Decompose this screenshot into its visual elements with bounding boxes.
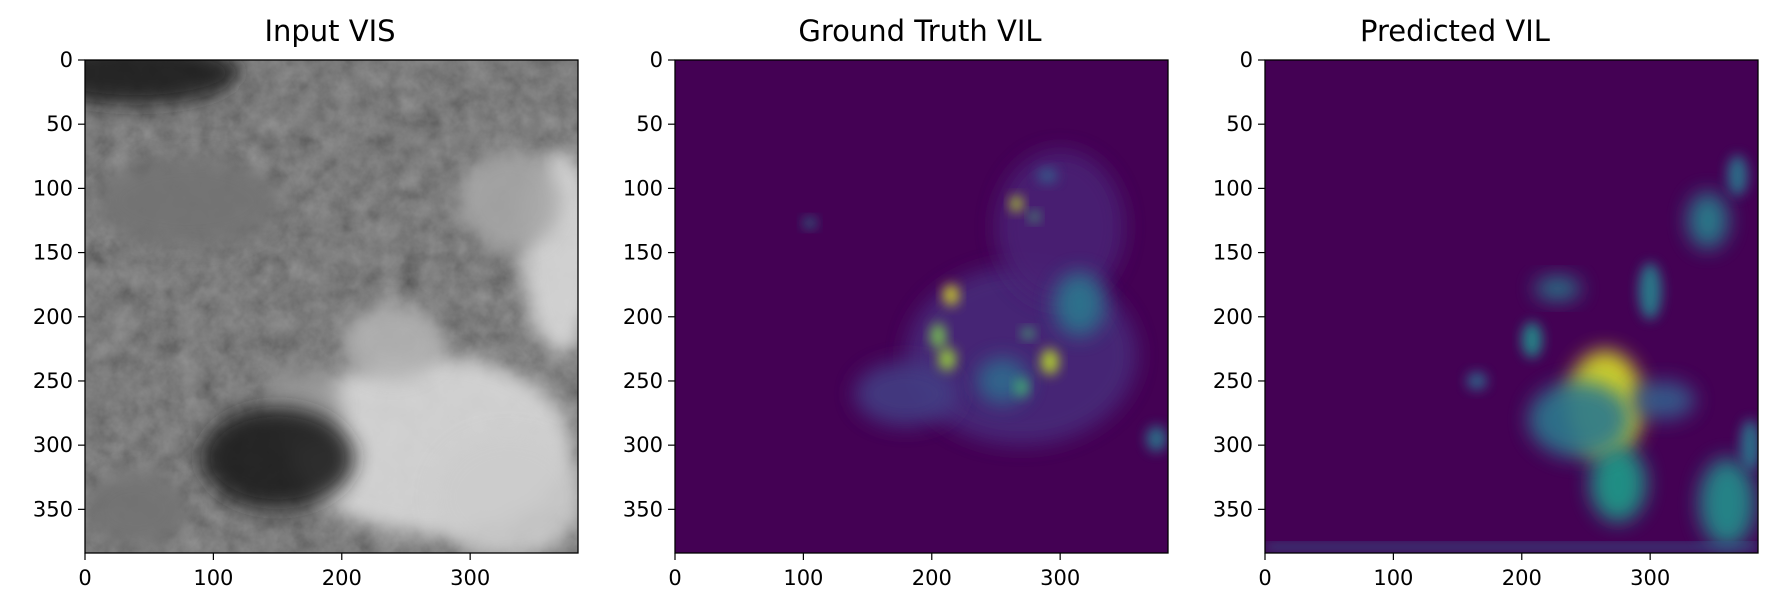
- y-tick-label: 100: [623, 176, 663, 200]
- y-tick-label: 300: [1213, 433, 1253, 457]
- heat-blob: [1521, 321, 1543, 358]
- heat-blob: [1638, 262, 1662, 320]
- x-tick-label: 200: [1502, 566, 1542, 590]
- heat-blob: [85, 60, 240, 105]
- heat-blob: [943, 284, 959, 306]
- x-tick-label: 0: [78, 566, 91, 590]
- heat-blob: [1727, 155, 1748, 197]
- heatmap-image-3: [1265, 60, 1758, 553]
- y-tick-label: 50: [46, 112, 73, 136]
- heat-blob: [1740, 419, 1758, 471]
- y-tick-label: 100: [33, 176, 73, 200]
- panel-title-input-vis: Input VIS: [264, 14, 396, 48]
- y-tick-label: 50: [636, 112, 663, 136]
- y-tick-label: 350: [1213, 497, 1253, 521]
- heat-blob: [1698, 457, 1756, 548]
- heat-blob: [803, 217, 817, 229]
- y-tick-label: 200: [33, 305, 73, 329]
- y-tick-label: 200: [623, 305, 663, 329]
- panel-title-predicted-vil: Predicted VIL: [1360, 14, 1550, 48]
- heat-blob: [1466, 371, 1488, 390]
- heat-blob: [1021, 328, 1035, 339]
- heat-blob: [1534, 276, 1581, 301]
- axes-frame: [84, 59, 579, 554]
- y-tick-label: 0: [1240, 48, 1253, 72]
- heat-blob: [1037, 167, 1058, 184]
- x-tick-label: 0: [668, 566, 681, 590]
- heat-blob: [854, 361, 958, 426]
- heatmap-image-2: [675, 60, 1168, 553]
- x-tick-label: 100: [783, 566, 823, 590]
- heat-blob: [976, 357, 1029, 405]
- heat-blob: [200, 406, 355, 510]
- heat-blob: [1015, 378, 1029, 397]
- x-tick-label: 200: [912, 566, 952, 590]
- heat-blob: [1053, 271, 1106, 337]
- y-tick-label: 150: [33, 241, 73, 265]
- heat-blob: [938, 347, 957, 371]
- y-tick-label: 0: [650, 48, 663, 72]
- heat-blob: [1687, 192, 1729, 249]
- y-tick-label: 150: [623, 241, 663, 265]
- x-tick-label: 300: [450, 566, 490, 590]
- heat-blob: [1040, 348, 1059, 375]
- y-tick-label: 350: [623, 497, 663, 521]
- y-tick-label: 300: [33, 433, 73, 457]
- y-tick-label: 150: [1213, 241, 1253, 265]
- y-tick-label: 300: [623, 433, 663, 457]
- y-tick-label: 50: [1226, 112, 1253, 136]
- x-tick-label: 100: [193, 566, 233, 590]
- heat-blob: [1146, 425, 1167, 452]
- heat-blob: [97, 156, 278, 247]
- heat-blob: [85, 470, 188, 548]
- edge-artifact-strip: [1265, 544, 1758, 551]
- heat-blob: [1528, 380, 1631, 458]
- panel-title-ground-truth-vil: Ground Truth VIL: [798, 14, 1042, 48]
- heat-blob: [1029, 211, 1040, 222]
- y-tick-label: 0: [60, 48, 73, 72]
- axes-frame: [1264, 59, 1759, 554]
- heat-blob: [1010, 196, 1023, 212]
- heatmap-image-1: [85, 60, 578, 553]
- heat-blob: [1630, 380, 1696, 420]
- y-tick-label: 250: [623, 369, 663, 393]
- y-tick-label: 100: [1213, 176, 1253, 200]
- y-tick-label: 200: [1213, 305, 1253, 329]
- y-tick-label: 250: [1213, 369, 1253, 393]
- heat-blob: [1589, 445, 1647, 523]
- x-tick-label: 200: [322, 566, 362, 590]
- heat-blob: [995, 149, 1125, 304]
- x-tick-label: 100: [1373, 566, 1413, 590]
- heat-blob: [341, 303, 445, 381]
- x-tick-label: 0: [1258, 566, 1271, 590]
- y-tick-label: 350: [33, 497, 73, 521]
- heat-blob: [431, 432, 578, 553]
- heat-blob: [930, 323, 946, 349]
- heat-blob: [457, 149, 561, 253]
- x-tick-label: 300: [1630, 566, 1670, 590]
- y-tick-label: 250: [33, 369, 73, 393]
- axes-frame: [674, 59, 1169, 554]
- x-tick-label: 300: [1040, 566, 1080, 590]
